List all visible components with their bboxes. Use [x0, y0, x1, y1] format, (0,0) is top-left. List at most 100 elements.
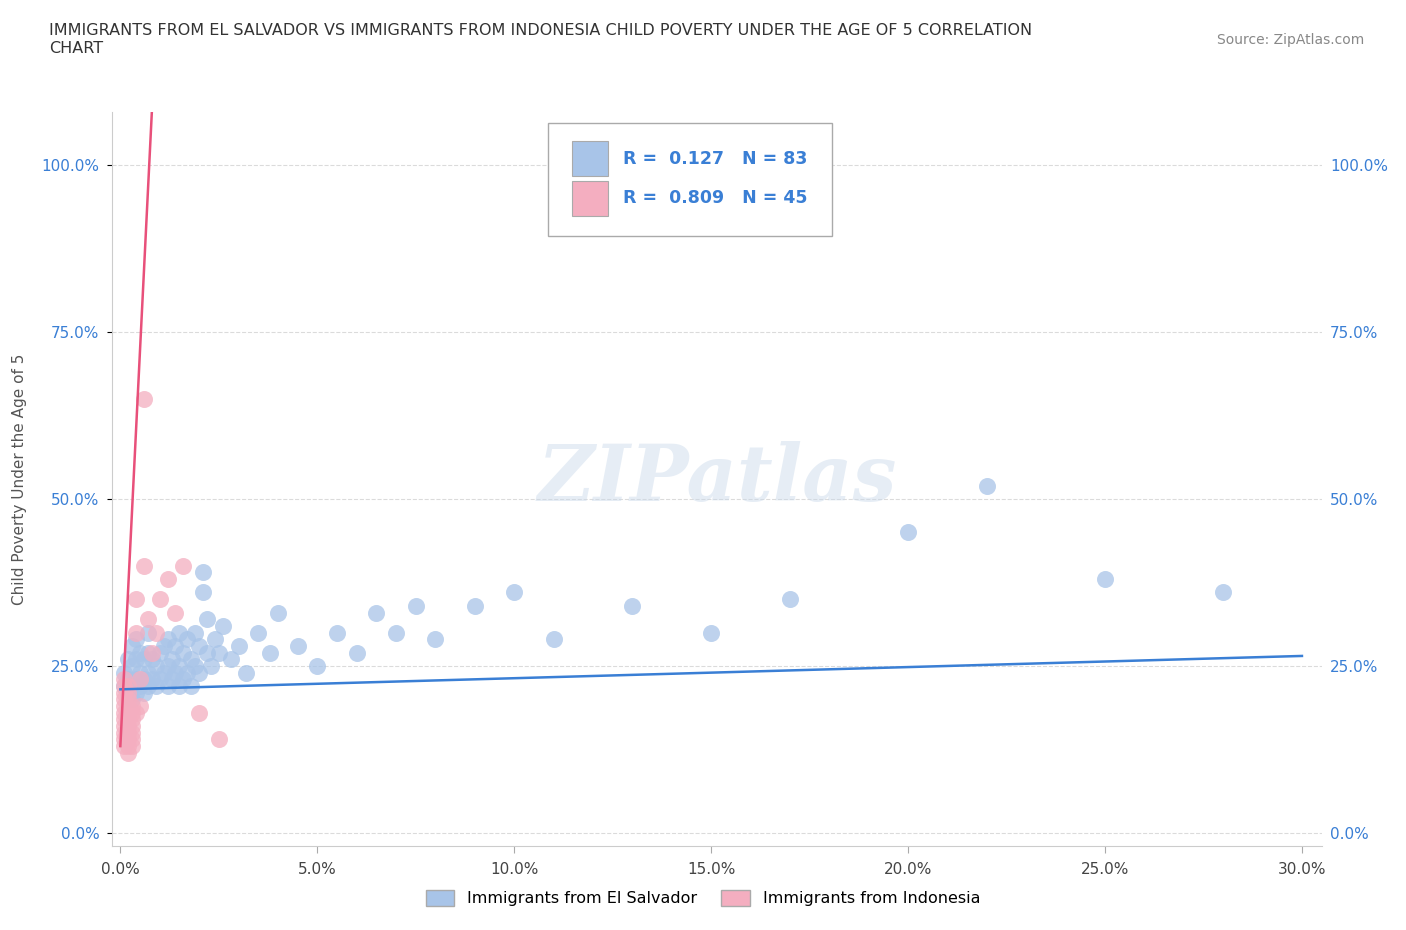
Point — [125, 591, 148, 606]
Point — [117, 745, 139, 760]
Point — [228, 639, 250, 654]
Point — [149, 591, 172, 606]
Point — [141, 671, 163, 686]
Point — [125, 671, 148, 686]
Point — [117, 725, 139, 740]
FancyBboxPatch shape — [548, 123, 832, 236]
Point — [464, 598, 486, 613]
Point — [112, 712, 135, 727]
Point — [145, 658, 167, 673]
Point — [136, 612, 159, 627]
Point — [188, 705, 211, 720]
Point — [156, 631, 179, 646]
Point — [195, 612, 218, 627]
Point — [125, 685, 148, 700]
Point — [136, 665, 159, 680]
Point — [129, 665, 152, 680]
Point — [117, 671, 139, 686]
Point — [132, 392, 155, 406]
Legend: Immigrants from El Salvador, Immigrants from Indonesia: Immigrants from El Salvador, Immigrants … — [419, 884, 987, 912]
Point — [287, 639, 309, 654]
Point — [267, 605, 290, 620]
Point — [191, 585, 214, 600]
Point — [112, 698, 135, 713]
Point — [405, 598, 427, 613]
Point — [121, 639, 143, 654]
Point — [132, 671, 155, 686]
Point — [180, 652, 202, 667]
Text: R =  0.127   N = 83: R = 0.127 N = 83 — [623, 150, 807, 167]
Point — [165, 639, 187, 654]
Point — [125, 625, 148, 640]
Point — [117, 679, 139, 694]
Point — [180, 679, 202, 694]
Point — [235, 665, 257, 680]
Point — [200, 658, 222, 673]
Point — [121, 698, 143, 713]
Point — [195, 645, 218, 660]
Point — [129, 679, 152, 694]
Point — [169, 625, 191, 640]
Point — [117, 692, 139, 707]
Point — [117, 732, 139, 747]
Point — [621, 598, 644, 613]
Point — [160, 671, 183, 686]
Point — [112, 671, 135, 686]
Point — [385, 625, 408, 640]
Point — [156, 572, 179, 587]
Text: R =  0.809   N = 45: R = 0.809 N = 45 — [623, 190, 807, 207]
Point — [208, 732, 231, 747]
Point — [176, 631, 198, 646]
Point — [543, 631, 565, 646]
Point — [112, 738, 135, 753]
Point — [165, 665, 187, 680]
Point — [219, 652, 242, 667]
FancyBboxPatch shape — [572, 180, 609, 216]
Point — [117, 712, 139, 727]
Point — [117, 685, 139, 700]
Point — [191, 565, 214, 580]
Point — [136, 645, 159, 660]
Point — [145, 625, 167, 640]
Point — [188, 665, 211, 680]
Point — [121, 692, 143, 707]
Point — [156, 658, 179, 673]
Point — [149, 671, 172, 686]
Point — [112, 719, 135, 734]
Point — [346, 645, 368, 660]
Point — [149, 645, 172, 660]
Point — [117, 698, 139, 713]
Point — [112, 679, 135, 694]
Point — [779, 591, 801, 606]
Point — [125, 652, 148, 667]
Point — [425, 631, 447, 646]
Point — [112, 692, 135, 707]
FancyBboxPatch shape — [572, 141, 609, 177]
Point — [152, 665, 174, 680]
Point — [172, 645, 194, 660]
Point — [117, 719, 139, 734]
Point — [165, 605, 187, 620]
Point — [897, 525, 920, 539]
Point — [152, 639, 174, 654]
Point — [117, 705, 139, 720]
Text: Source: ZipAtlas.com: Source: ZipAtlas.com — [1216, 33, 1364, 46]
Point — [121, 732, 143, 747]
Point — [169, 658, 191, 673]
Y-axis label: Child Poverty Under the Age of 5: Child Poverty Under the Age of 5 — [13, 353, 27, 604]
Point — [121, 679, 143, 694]
Point — [112, 705, 135, 720]
Point — [121, 705, 143, 720]
Point — [121, 658, 143, 673]
Point — [247, 625, 270, 640]
Point — [259, 645, 281, 660]
Point — [121, 712, 143, 727]
Point — [211, 618, 233, 633]
Point — [125, 631, 148, 646]
Point — [184, 625, 207, 640]
Point — [188, 639, 211, 654]
Point — [208, 645, 231, 660]
Point — [172, 558, 194, 573]
Point — [141, 652, 163, 667]
Point — [117, 685, 139, 700]
